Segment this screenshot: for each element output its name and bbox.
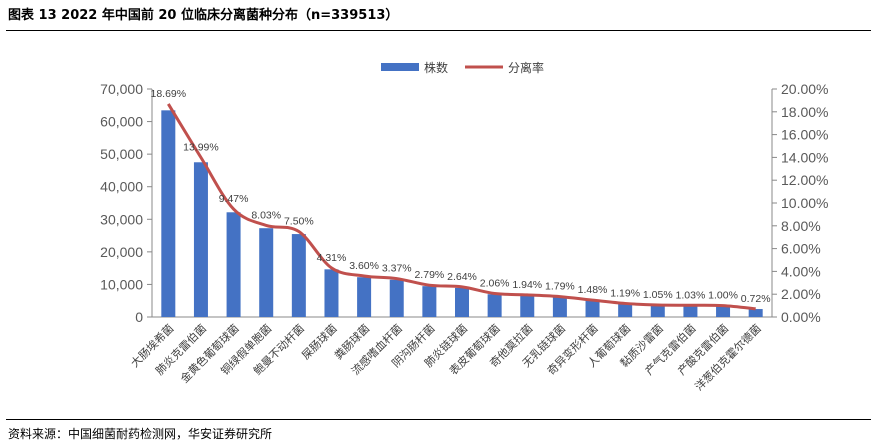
y-right-tick-label: 16.00% xyxy=(781,127,828,143)
y-right-tick-label: 20.00% xyxy=(781,81,828,97)
y-right-tick-label: 18.00% xyxy=(781,104,828,120)
bar xyxy=(259,228,274,317)
bottom-divider xyxy=(6,419,871,420)
rate-data-label: 1.94% xyxy=(512,279,542,291)
bar xyxy=(487,294,502,317)
y-left-tick-label: 20,000 xyxy=(100,244,143,260)
rate-data-label: 1.48% xyxy=(578,284,608,296)
y-right-tick-label: 14.00% xyxy=(781,149,828,165)
bar xyxy=(748,309,763,317)
bars xyxy=(161,110,763,318)
y-left-tick-label: 30,000 xyxy=(100,211,143,227)
rate-data-label: 4.31% xyxy=(317,252,347,264)
bar xyxy=(585,300,600,317)
rate-data-label: 8.03% xyxy=(251,209,281,221)
chart-title: 图表 13 2022 年中国前 20 位临床分离菌种分布（n=339513） xyxy=(8,8,399,23)
rate-data-label: 3.60% xyxy=(349,260,379,272)
source-note: 资料来源：中国细菌耐药检测网，华安证券研究所 xyxy=(8,427,273,441)
bar xyxy=(520,295,535,317)
category-labels: 大肠埃希菌肺炎克雷伯菌金黄色葡萄球菌铜绿假单胞菌鲍曼不动杆菌屎肠球菌粪肠球菌流感… xyxy=(128,321,764,393)
rate-data-label: 1.00% xyxy=(708,290,738,302)
rate-line xyxy=(167,103,756,311)
data-labels: 18.69% 13.99% 9.47%8.03%7.50% 4.31%3.60% 3.3… xyxy=(151,88,771,305)
legend: 株数 分离率 xyxy=(381,60,544,75)
y-right-tick-label: 4.00% xyxy=(781,263,821,279)
axes: 0 10,000 20,000 30,000 40,000 50,000 60,000 70,… xyxy=(100,81,828,325)
rate-data-label: 1.19% xyxy=(610,287,640,299)
legend-label-line: 分离率 xyxy=(508,60,544,75)
bar xyxy=(226,212,241,317)
rate-data-label: 0.72% xyxy=(741,293,771,305)
y-left-tick-label: 10,000 xyxy=(100,276,143,292)
rate-data-label: 1.05% xyxy=(643,289,673,301)
bar xyxy=(161,110,176,318)
y-right-tick-label: 8.00% xyxy=(781,218,821,234)
rate-data-label: 18.69% xyxy=(151,88,187,100)
category-label: 金黄色葡萄球菌 xyxy=(177,321,241,385)
rate-data-label: 2.79% xyxy=(414,269,444,281)
bar xyxy=(193,162,208,317)
y-left-tick-label: 60,000 xyxy=(100,114,143,130)
legend-swatch-bar xyxy=(381,63,419,71)
category-label: 屎肠球菌 xyxy=(299,321,340,362)
y-right-tick-label: 10.00% xyxy=(781,195,828,211)
bar xyxy=(389,279,404,317)
rate-data-label: 7.50% xyxy=(284,216,314,228)
rate-line-path xyxy=(167,103,756,311)
bar xyxy=(552,297,567,317)
bar xyxy=(324,269,339,317)
y-right-tick-label: 6.00% xyxy=(781,241,821,257)
rate-data-label: 9.47% xyxy=(219,193,249,205)
bar xyxy=(618,303,633,317)
rate-data-label: 3.37% xyxy=(382,263,412,275)
y-left-tick-label: 0 xyxy=(135,309,143,325)
y-left-tick-label: 50,000 xyxy=(100,146,143,162)
bar xyxy=(422,286,437,317)
bar xyxy=(455,287,469,317)
rate-data-label: 2.64% xyxy=(447,271,477,283)
y-left-tick-label: 40,000 xyxy=(100,179,143,195)
rate-data-label: 1.03% xyxy=(676,289,706,301)
bar xyxy=(650,305,665,317)
y-left-tick-label: 70,000 xyxy=(100,81,143,97)
rate-data-label: 2.06% xyxy=(480,278,510,290)
rate-data-label: 13.99% xyxy=(183,142,219,154)
rate-data-label: 1.79% xyxy=(545,281,575,293)
y-right-tick-label: 0.00% xyxy=(781,309,821,325)
top-divider xyxy=(6,30,871,31)
bar xyxy=(716,305,731,317)
y-right-tick-label: 2.00% xyxy=(781,286,821,302)
bar xyxy=(291,234,306,317)
legend-label-bar: 株数 xyxy=(424,60,448,75)
bar xyxy=(683,305,698,317)
bar xyxy=(357,277,372,317)
y-right-tick-label: 12.00% xyxy=(781,172,828,188)
